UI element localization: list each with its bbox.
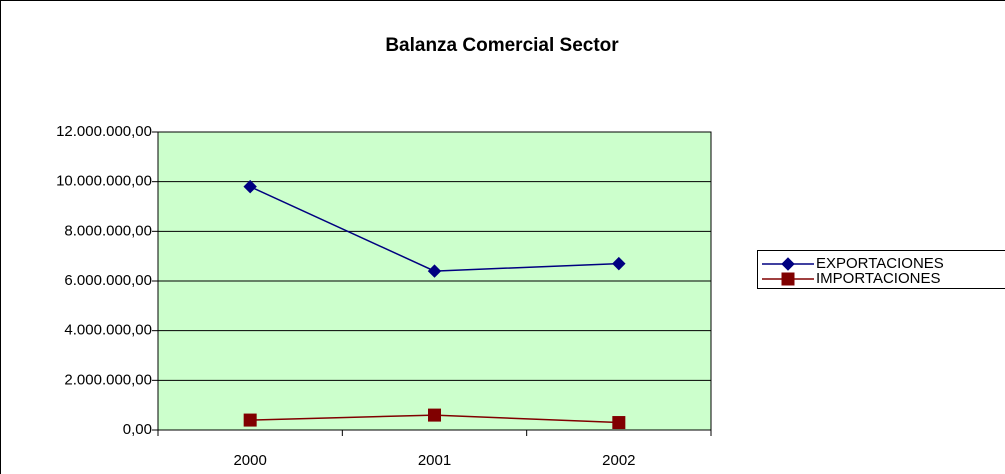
x-tick-label: 2000	[233, 452, 266, 469]
data-point	[427, 264, 442, 278]
x-tick-label: 2002	[602, 452, 635, 469]
y-tick-label: 10.000.000,00	[56, 173, 152, 190]
data-point	[612, 256, 626, 271]
legend-label: IMPORTACIONES	[816, 270, 940, 287]
y-tick-label: 8.000.000,00	[64, 222, 152, 239]
data-point	[428, 408, 441, 422]
legend-marker	[781, 272, 795, 286]
legend-marker	[781, 257, 795, 271]
chart-title: Balanza Comercial Sector	[385, 35, 619, 56]
x-tick-label: 2001	[418, 452, 451, 469]
legend-label: EXPORTACIONES	[816, 255, 944, 272]
y-tick-label: 0,00	[123, 421, 152, 438]
legend	[757, 250, 1005, 289]
y-tick-label: 4.000.000,00	[64, 322, 152, 339]
data-point	[243, 179, 257, 194]
y-tick-label: 2.000.000,00	[64, 371, 152, 388]
data-point	[243, 413, 257, 427]
y-tick-label: 12.000.000,00	[56, 123, 152, 140]
y-tick-label: 6.000.000,00	[64, 272, 152, 289]
data-point	[612, 416, 626, 430]
